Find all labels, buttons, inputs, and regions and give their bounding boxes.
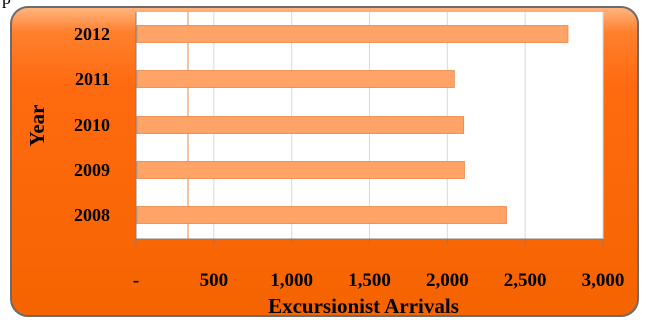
- x-tick-label: 500: [200, 270, 229, 291]
- bar-2012: [136, 25, 569, 43]
- bars: [136, 25, 569, 224]
- category-label: 2010: [74, 115, 110, 135]
- x-tick-label: 2,500: [504, 270, 547, 291]
- x-tick-label: 1,000: [270, 270, 313, 291]
- tick-labels: - 500 1,000 1,500 2,000 2,500 3,000: [133, 270, 625, 291]
- axes: [135, 12, 604, 245]
- category-label: 2008: [74, 205, 110, 225]
- x-tick-label: 3,000: [582, 270, 625, 291]
- category-label: 2009: [74, 160, 110, 180]
- x-tick-label: 1,500: [348, 270, 391, 291]
- bar-2008: [136, 206, 507, 224]
- category-label: 2011: [75, 69, 110, 89]
- clipped-text: p: [2, 0, 11, 9]
- x-tick-label: 2,000: [426, 270, 469, 291]
- x-axis-title: Excursionist Arrivals: [268, 294, 459, 318]
- bar-2010: [136, 116, 465, 134]
- category-label: 2012: [74, 24, 110, 44]
- category-labels: 2012 2011 2010 2009 2008: [74, 24, 110, 225]
- bar-2009: [136, 161, 465, 179]
- y-axis-title: Year: [25, 105, 49, 147]
- x-tick-label: -: [133, 270, 139, 291]
- bar-2011: [136, 70, 455, 88]
